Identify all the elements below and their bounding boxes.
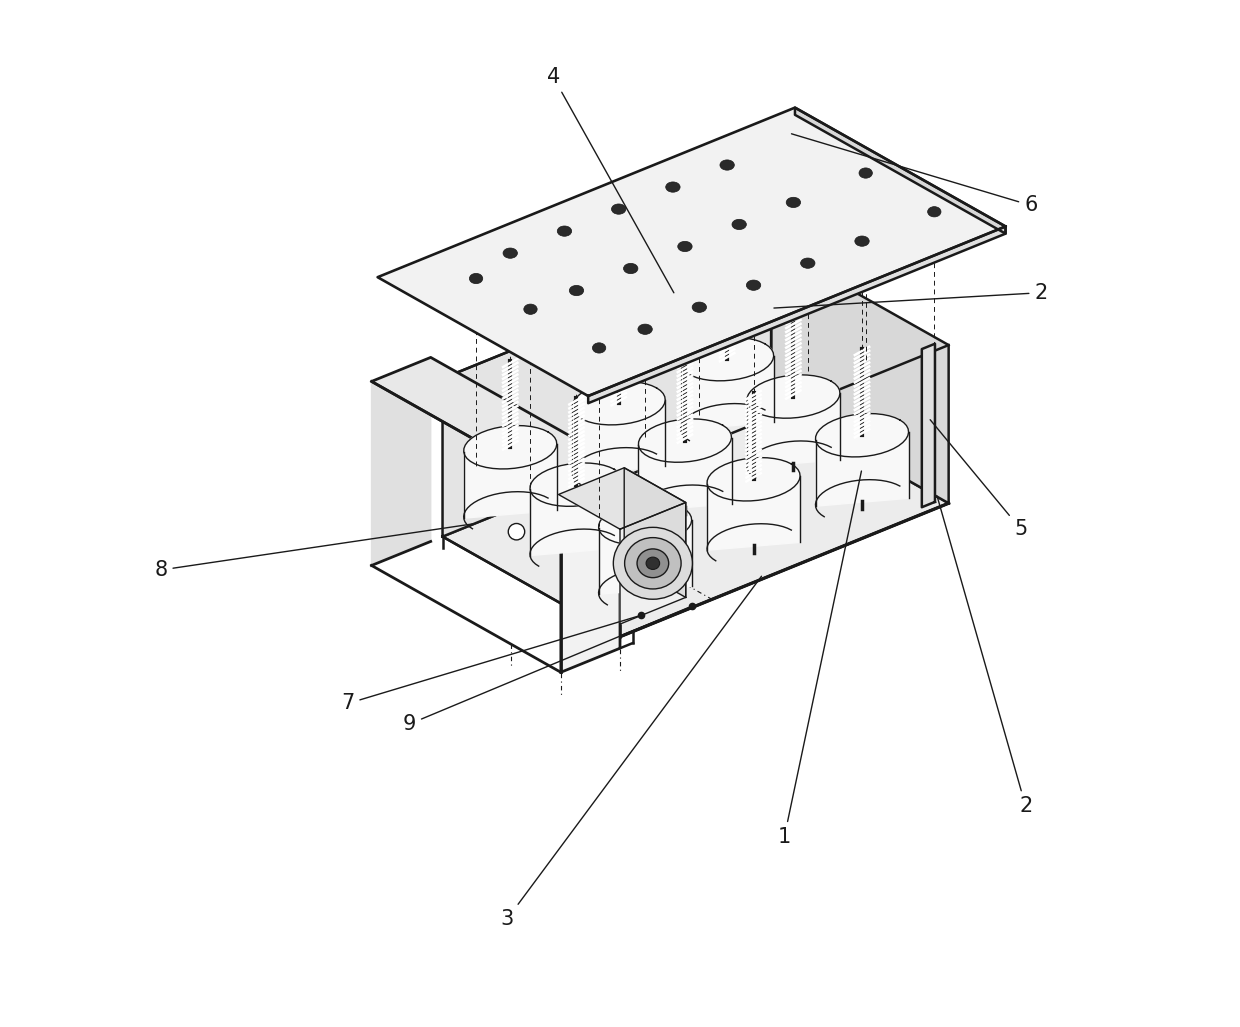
Polygon shape xyxy=(558,467,686,529)
Ellipse shape xyxy=(678,241,692,252)
Ellipse shape xyxy=(593,343,606,353)
Polygon shape xyxy=(464,425,557,469)
Polygon shape xyxy=(681,356,774,430)
Ellipse shape xyxy=(746,280,761,291)
Polygon shape xyxy=(620,502,686,624)
Ellipse shape xyxy=(503,248,517,258)
Polygon shape xyxy=(572,381,665,425)
Text: 6: 6 xyxy=(791,134,1038,216)
Ellipse shape xyxy=(786,197,801,207)
Polygon shape xyxy=(816,414,909,457)
Polygon shape xyxy=(599,521,692,595)
Ellipse shape xyxy=(637,325,652,335)
Polygon shape xyxy=(588,226,1006,404)
Text: 5: 5 xyxy=(930,420,1027,539)
Ellipse shape xyxy=(557,226,572,236)
Polygon shape xyxy=(464,445,557,519)
Polygon shape xyxy=(639,419,732,462)
Text: 9: 9 xyxy=(403,607,689,734)
Ellipse shape xyxy=(859,168,873,179)
Ellipse shape xyxy=(854,236,869,246)
Polygon shape xyxy=(372,357,430,566)
Ellipse shape xyxy=(666,182,680,192)
Polygon shape xyxy=(746,393,839,467)
Text: 3: 3 xyxy=(501,576,761,929)
Ellipse shape xyxy=(624,263,637,273)
Polygon shape xyxy=(443,244,771,536)
Polygon shape xyxy=(681,338,774,381)
Ellipse shape xyxy=(614,527,692,599)
Text: 2: 2 xyxy=(774,282,1048,308)
Text: 4: 4 xyxy=(547,67,673,293)
Polygon shape xyxy=(639,438,732,511)
Ellipse shape xyxy=(801,258,815,268)
Ellipse shape xyxy=(732,220,746,230)
Ellipse shape xyxy=(646,557,660,569)
Ellipse shape xyxy=(569,286,584,296)
Text: 2: 2 xyxy=(937,496,1032,816)
Polygon shape xyxy=(771,244,949,503)
Polygon shape xyxy=(707,458,800,501)
Ellipse shape xyxy=(637,548,668,577)
Ellipse shape xyxy=(611,204,626,215)
Polygon shape xyxy=(378,108,1006,396)
Ellipse shape xyxy=(928,206,941,217)
Ellipse shape xyxy=(508,524,525,540)
Polygon shape xyxy=(372,357,620,488)
Polygon shape xyxy=(707,477,800,550)
Polygon shape xyxy=(795,108,1006,234)
Polygon shape xyxy=(529,463,622,506)
Polygon shape xyxy=(624,467,686,598)
Polygon shape xyxy=(921,344,935,507)
Text: 1: 1 xyxy=(777,471,862,847)
Polygon shape xyxy=(599,501,692,545)
Polygon shape xyxy=(572,401,665,474)
Ellipse shape xyxy=(523,304,537,314)
Ellipse shape xyxy=(625,537,681,588)
Ellipse shape xyxy=(720,160,734,170)
Polygon shape xyxy=(746,375,839,418)
Polygon shape xyxy=(443,403,949,637)
Polygon shape xyxy=(529,482,622,556)
Polygon shape xyxy=(816,432,909,506)
Polygon shape xyxy=(560,464,620,673)
Text: 7: 7 xyxy=(341,616,639,714)
Ellipse shape xyxy=(470,273,482,283)
Ellipse shape xyxy=(692,302,707,312)
Text: 8: 8 xyxy=(154,524,472,580)
